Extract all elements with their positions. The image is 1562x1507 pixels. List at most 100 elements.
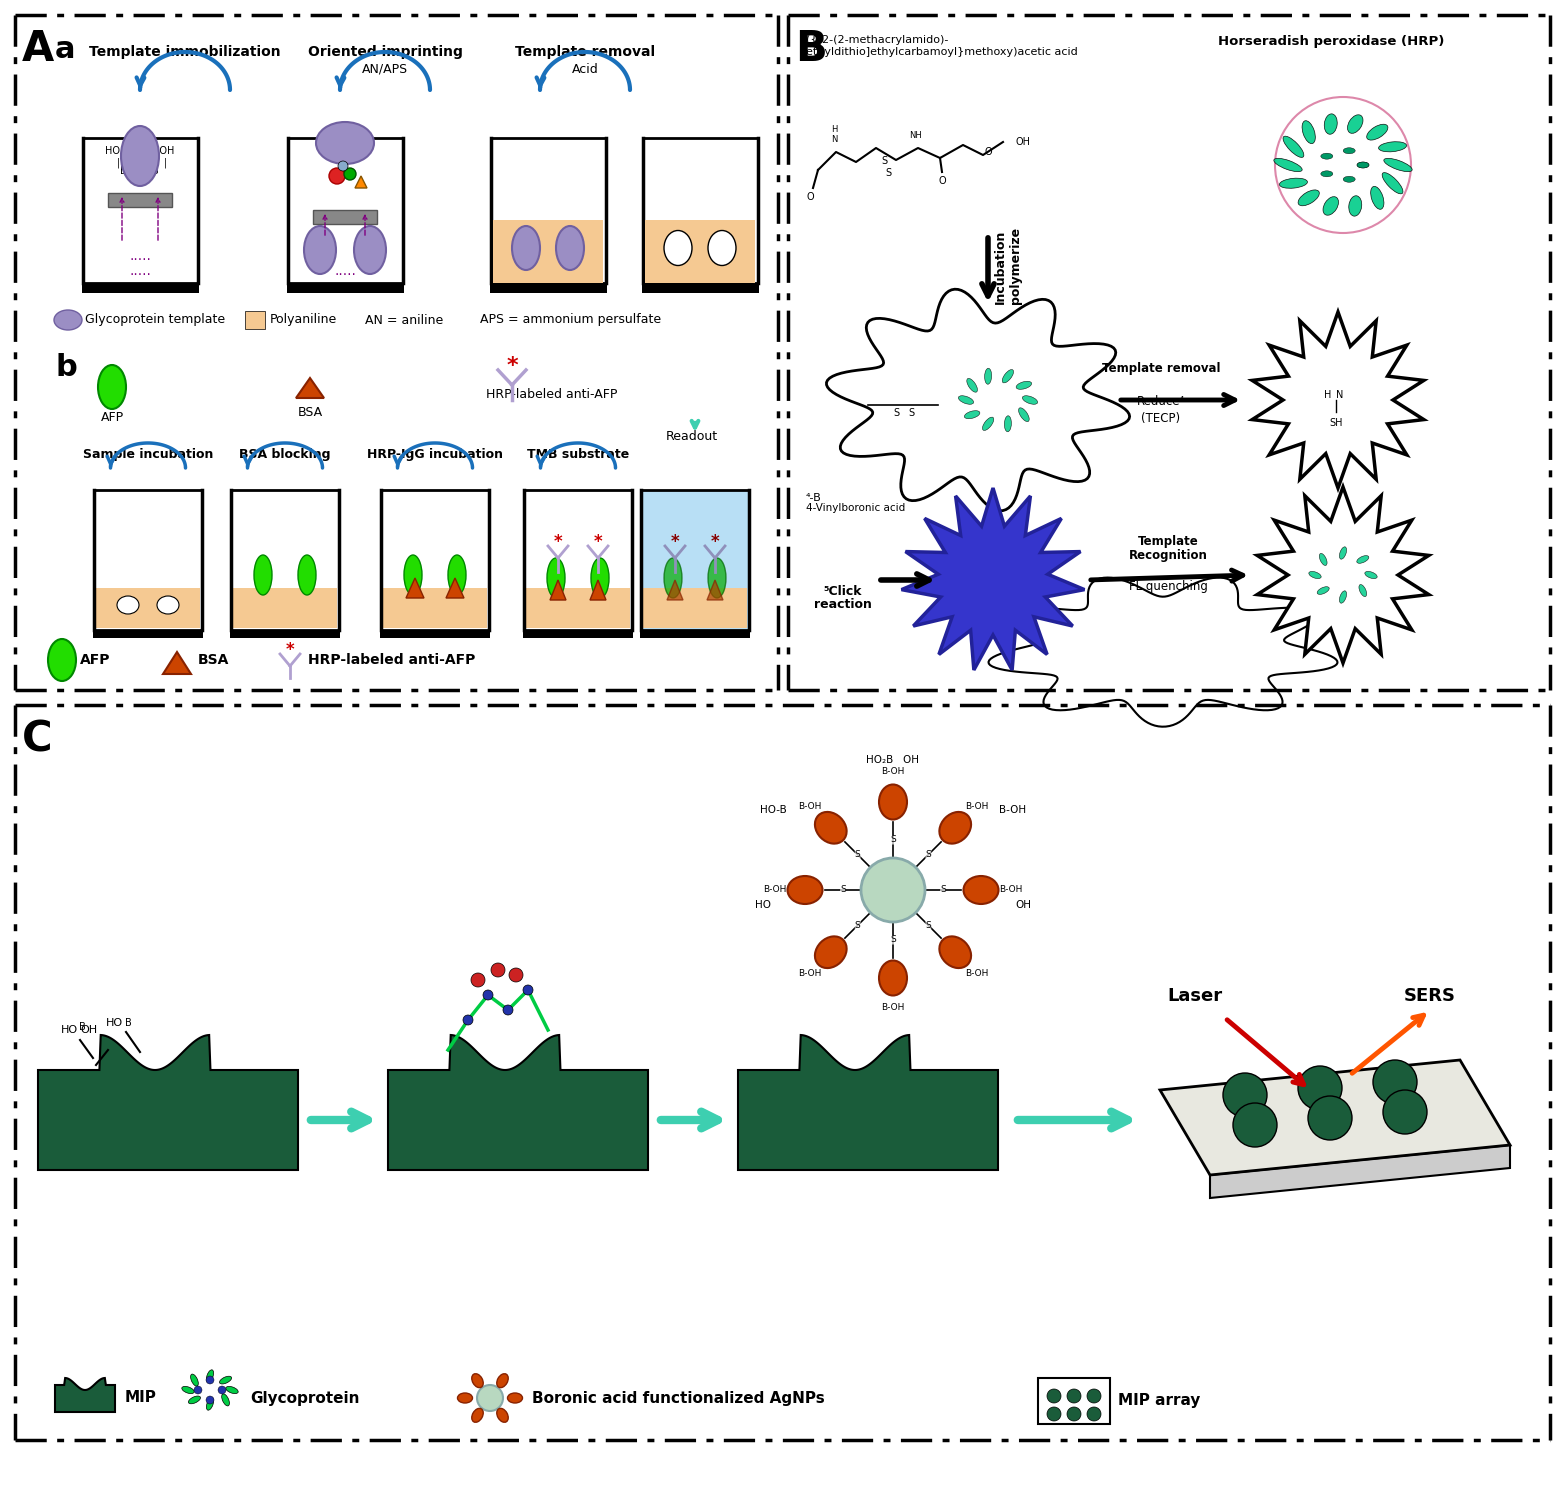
Text: Laser: Laser: [1167, 987, 1223, 1005]
Text: HO₂B   OH: HO₂B OH: [867, 755, 920, 766]
Ellipse shape: [1003, 369, 1014, 383]
Ellipse shape: [1321, 154, 1332, 160]
Bar: [312, 209, 376, 225]
Polygon shape: [737, 1035, 998, 1169]
Text: HO: HO: [106, 1019, 123, 1028]
Bar: [233, 588, 337, 628]
Text: O: O: [806, 191, 814, 202]
Ellipse shape: [982, 417, 993, 431]
Circle shape: [490, 963, 505, 977]
Ellipse shape: [1348, 115, 1364, 133]
Circle shape: [337, 161, 348, 170]
Text: *: *: [594, 533, 603, 552]
Text: S: S: [854, 921, 861, 930]
Ellipse shape: [815, 936, 847, 967]
Circle shape: [206, 1376, 214, 1383]
Ellipse shape: [1017, 381, 1031, 389]
Text: |: |: [148, 158, 152, 169]
Text: Reduce⁴: Reduce⁴: [1137, 395, 1186, 408]
Circle shape: [861, 857, 925, 922]
Text: ·····: ·····: [130, 253, 152, 267]
Ellipse shape: [255, 555, 272, 595]
Ellipse shape: [964, 876, 998, 904]
Text: Acid: Acid: [572, 63, 598, 75]
Polygon shape: [1211, 1145, 1510, 1198]
Text: HRP-labeled anti-AFP: HRP-labeled anti-AFP: [308, 653, 475, 668]
Bar: [231, 490, 339, 630]
Ellipse shape: [708, 558, 726, 598]
Ellipse shape: [879, 960, 908, 996]
Ellipse shape: [1298, 190, 1320, 206]
Text: |: |: [164, 158, 167, 169]
Text: Glycoprotein template: Glycoprotein template: [84, 313, 225, 327]
Ellipse shape: [508, 1392, 523, 1403]
Ellipse shape: [448, 555, 465, 595]
FancyBboxPatch shape: [1039, 1377, 1111, 1424]
Text: APS = ammonium persulfate: APS = ammonium persulfate: [480, 313, 661, 327]
Ellipse shape: [1379, 142, 1406, 152]
Ellipse shape: [220, 1376, 231, 1383]
Ellipse shape: [815, 812, 847, 844]
Ellipse shape: [191, 1374, 198, 1386]
Polygon shape: [826, 289, 1129, 511]
Bar: [644, 588, 747, 628]
Ellipse shape: [1348, 196, 1362, 216]
Polygon shape: [387, 1035, 648, 1169]
Text: Incubation
polymerize: Incubation polymerize: [993, 226, 1022, 303]
Text: B-OH: B-OH: [881, 1004, 904, 1013]
Text: HRP-IgG incubation: HRP-IgG incubation: [367, 448, 503, 461]
Text: *: *: [506, 356, 519, 377]
Text: B-OH: B-OH: [798, 802, 822, 811]
Polygon shape: [1161, 1059, 1510, 1175]
Text: Readout: Readout: [665, 429, 719, 443]
Circle shape: [523, 986, 533, 995]
Ellipse shape: [939, 812, 972, 844]
Text: S: S: [840, 886, 847, 895]
Ellipse shape: [512, 226, 540, 270]
Circle shape: [1223, 1073, 1267, 1117]
Ellipse shape: [1275, 158, 1303, 172]
Ellipse shape: [1343, 176, 1356, 182]
Bar: [83, 139, 197, 283]
Text: H: H: [1325, 390, 1332, 399]
Text: reaction: reaction: [814, 598, 872, 610]
Text: FL quenching: FL quenching: [1129, 580, 1207, 592]
Ellipse shape: [1321, 170, 1332, 176]
Text: SERS: SERS: [1404, 987, 1456, 1005]
Circle shape: [330, 167, 345, 184]
Polygon shape: [297, 378, 323, 398]
Ellipse shape: [1317, 586, 1329, 594]
Circle shape: [1067, 1389, 1081, 1403]
Text: (TECP): (TECP): [1142, 411, 1181, 425]
Text: BSA blocking: BSA blocking: [239, 448, 331, 461]
Text: S: S: [908, 408, 914, 417]
Ellipse shape: [879, 785, 908, 820]
Text: Glycoprotein: Glycoprotein: [250, 1391, 359, 1406]
Circle shape: [483, 990, 494, 1001]
Ellipse shape: [1357, 161, 1368, 167]
Circle shape: [476, 1385, 503, 1411]
Polygon shape: [55, 1377, 116, 1412]
Circle shape: [219, 1386, 226, 1394]
Polygon shape: [901, 488, 1084, 671]
Ellipse shape: [1357, 161, 1368, 167]
Ellipse shape: [664, 231, 692, 265]
Text: B: B: [125, 1019, 131, 1028]
Circle shape: [1382, 1090, 1428, 1133]
Text: S: S: [890, 835, 897, 844]
Bar: [287, 139, 403, 283]
Text: ⁴-B: ⁴-B: [806, 493, 822, 503]
Text: AN = aniline: AN = aniline: [366, 313, 444, 327]
Ellipse shape: [405, 555, 422, 595]
Text: OH: OH: [1015, 900, 1031, 910]
Text: Template removal: Template removal: [515, 45, 654, 59]
Text: HO: HO: [61, 1025, 78, 1035]
Text: AFP: AFP: [80, 653, 111, 668]
Text: B: B: [152, 166, 158, 176]
Ellipse shape: [1339, 591, 1346, 603]
Text: HRP-labeled anti-AFP: HRP-labeled anti-AFP: [486, 387, 617, 401]
Ellipse shape: [181, 1386, 194, 1394]
Circle shape: [206, 1395, 214, 1405]
Polygon shape: [37, 1035, 298, 1169]
Ellipse shape: [964, 411, 979, 419]
